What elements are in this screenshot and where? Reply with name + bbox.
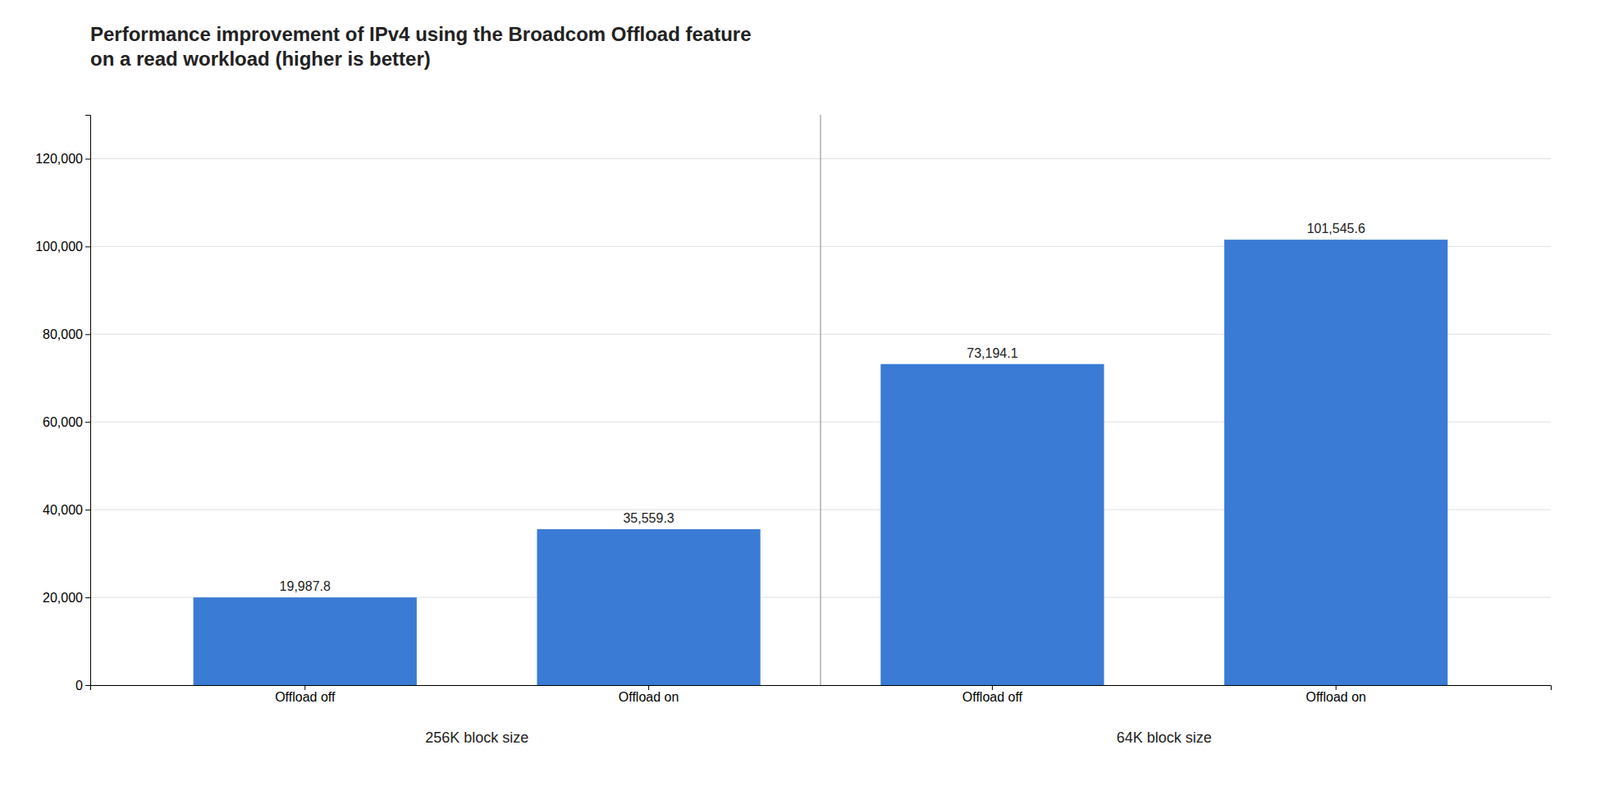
- y-tick: 100,000: [35, 239, 91, 254]
- y-tick: 20,000: [42, 590, 91, 605]
- x-tick-mark: [304, 685, 306, 691]
- data-labels: 19,987.8 35,559.3 73,194.1 101,545.6: [279, 221, 1366, 594]
- y-tick: 40,000: [42, 502, 91, 517]
- bar: [536, 529, 760, 686]
- x-tick: Offload on: [1305, 685, 1367, 704]
- x-axis-line: [91, 685, 1552, 691]
- x-tick-label: Offload on: [618, 690, 680, 704]
- y-tick: 120,000: [35, 151, 91, 166]
- x-tick-mark: [1335, 685, 1337, 691]
- group-labels: 256K block size 64K block size: [425, 729, 1212, 746]
- y-tick-label: 100,000: [35, 239, 83, 254]
- y-tick-mark: [85, 685, 91, 686]
- y-tick: 80,000: [42, 327, 91, 342]
- bar: [1224, 239, 1448, 686]
- chart: Performance improvement of IPv4 using th…: [0, 0, 1600, 800]
- x-tick-label: Offload off: [962, 690, 1024, 704]
- y-tick-mark: [85, 509, 91, 511]
- y-tick-mark: [85, 158, 91, 160]
- y-tick-mark: [85, 421, 91, 423]
- x-tick-mark: [648, 685, 650, 691]
- chart-title-line: on a read workload (higher is better): [90, 47, 431, 70]
- x-tick: Offload off: [274, 685, 336, 704]
- data-label: 35,559.3: [622, 511, 674, 526]
- y-tick-mark: [85, 333, 91, 335]
- y-tick-label: 80,000: [42, 327, 83, 342]
- y-axis: 0 20,000 40,000 60,000 80,000 100,000 120,000: [35, 115, 91, 693]
- plot-area: 19,987.8 35,559.3 73,194.1 101,545.6 0 20,000…: [35, 114, 1551, 746]
- x-tick-label: Offload on: [1305, 690, 1367, 704]
- bar: [193, 597, 417, 686]
- y-tick: 60,000: [42, 415, 91, 430]
- bar: [880, 364, 1104, 686]
- chart-title: Performance improvement of IPv4 using th…: [90, 22, 752, 70]
- x-axis: Offload off Offload on Offload off Offload …: [91, 685, 1552, 704]
- y-axis-line: [85, 115, 92, 686]
- data-label: 73,194.1: [966, 346, 1018, 361]
- data-label: 19,987.8: [279, 579, 331, 594]
- x-tick: Offload on: [618, 685, 680, 704]
- y-tick-label: 0: [75, 678, 83, 693]
- group-separator: [819, 114, 821, 686]
- group-label: 64K block size: [1116, 729, 1212, 746]
- group-separators: [820, 114, 822, 686]
- x-tick: Offload off: [962, 685, 1024, 704]
- group-label: 256K block size: [425, 729, 529, 746]
- x-tick-mark: [992, 685, 993, 691]
- chart-title-line: Performance improvement of IPv4 using th…: [90, 22, 752, 46]
- y-tick-mark: [85, 597, 91, 599]
- y-tick-label: 20,000: [42, 590, 83, 605]
- data-label: 101,545.6: [1307, 221, 1366, 236]
- y-tick-label: 120,000: [35, 151, 83, 166]
- x-tick-label: Offload off: [274, 690, 336, 704]
- y-tick-mark: [85, 246, 91, 247]
- y-tick-label: 40,000: [42, 502, 83, 517]
- y-tick-label: 60,000: [42, 415, 83, 430]
- y-tick: 0: [75, 678, 91, 693]
